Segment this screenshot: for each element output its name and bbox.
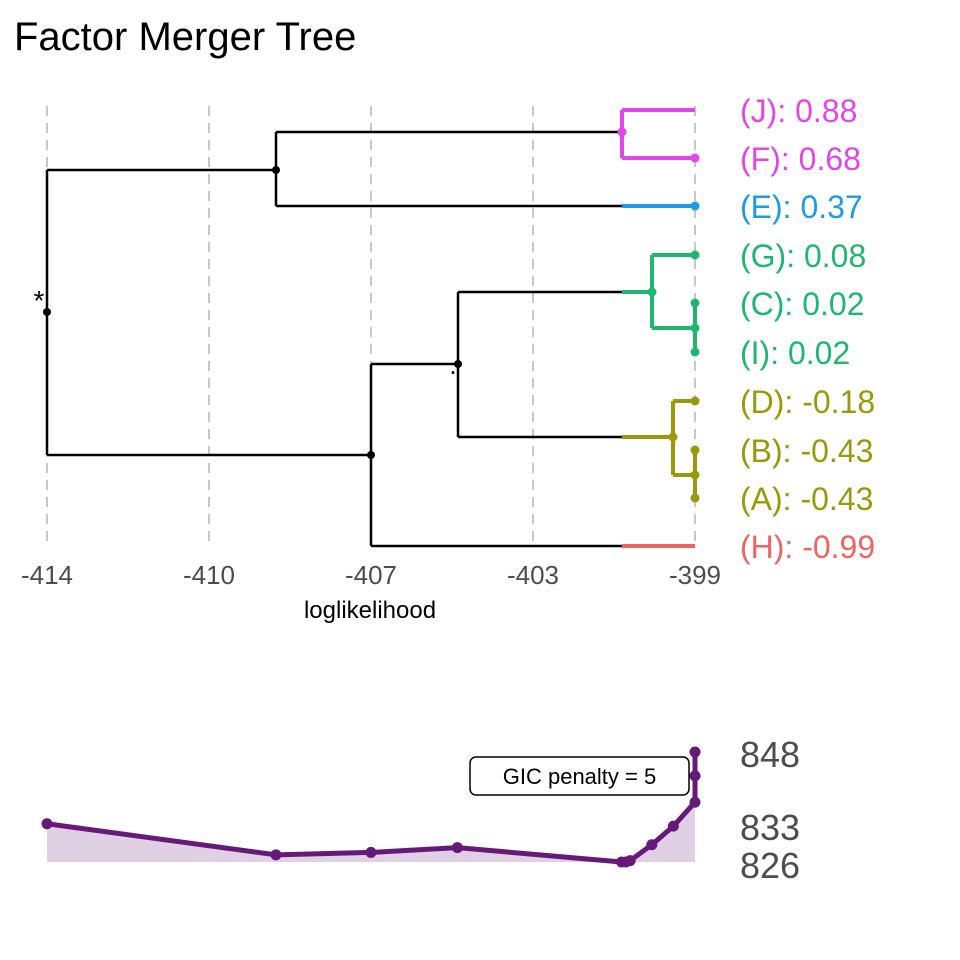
gic-point	[41, 818, 53, 830]
chart-title: Factor Merger Tree	[14, 15, 356, 59]
leaf-label: (E): 0.37	[740, 189, 863, 225]
node-annotation: .	[449, 350, 456, 380]
tree-node	[272, 166, 280, 174]
leaf-label: (A): -0.43	[740, 481, 873, 517]
tree-node	[690, 250, 700, 260]
x-tick-label: -399	[669, 560, 721, 590]
gic-point	[451, 842, 463, 854]
x-tick-label: -407	[345, 560, 397, 590]
gic-point	[689, 770, 701, 782]
tree-node	[690, 323, 700, 333]
gic-point	[624, 855, 636, 867]
tree-node	[690, 298, 700, 308]
leaf-label: (I): 0.02	[740, 335, 850, 371]
tree-node	[454, 360, 462, 368]
x-axis-ticks: -414 -410 -407 -403 -399	[21, 560, 721, 590]
tree-node	[43, 308, 51, 316]
gic-point	[689, 746, 701, 758]
leaf-label: (H): -0.99	[740, 529, 875, 565]
gic-penalty-box	[469, 756, 690, 796]
leaf-label: (D): -0.18	[740, 384, 875, 420]
leaf-label: (B): -0.43	[740, 433, 873, 469]
gic-point	[646, 839, 658, 851]
gic-point	[365, 846, 377, 858]
tree-node	[690, 493, 700, 503]
leaf-label: (G): 0.08	[740, 238, 866, 274]
x-tick-label: -403	[507, 560, 559, 590]
tree-node	[690, 396, 700, 406]
gic-value-label: 833	[740, 807, 800, 848]
x-tick-label: -410	[183, 560, 235, 590]
tree-node	[690, 153, 700, 163]
tree-node	[367, 451, 375, 459]
gic-value-label: 848	[740, 734, 800, 775]
gic-point	[689, 796, 701, 808]
leaf-label: (J): 0.88	[740, 93, 857, 129]
tree-node	[690, 470, 700, 480]
root-annotation: *	[34, 285, 45, 316]
tree-node	[647, 287, 657, 297]
gic-area	[47, 752, 695, 862]
tree-node	[617, 127, 627, 137]
tree-node	[690, 445, 700, 455]
gic-point	[270, 849, 282, 861]
merger-tree: *.	[34, 108, 700, 548]
x-tick-label: -414	[21, 560, 73, 590]
leaf-label: (C): 0.02	[740, 286, 864, 322]
gic-penalty-label: GIC penalty = 5	[503, 764, 656, 789]
gic-value-label: 826	[740, 845, 800, 886]
tree-node	[690, 201, 700, 211]
leaf-label: (F): 0.68	[740, 141, 861, 177]
tree-node	[668, 432, 678, 442]
tree-node	[690, 347, 700, 357]
leaf-labels: (J): 0.88 (F): 0.68 (E): 0.37 (G): 0.08 (C):…	[740, 93, 875, 565]
gic-point	[667, 820, 679, 832]
x-axis-label: loglikelihood	[304, 597, 436, 624]
